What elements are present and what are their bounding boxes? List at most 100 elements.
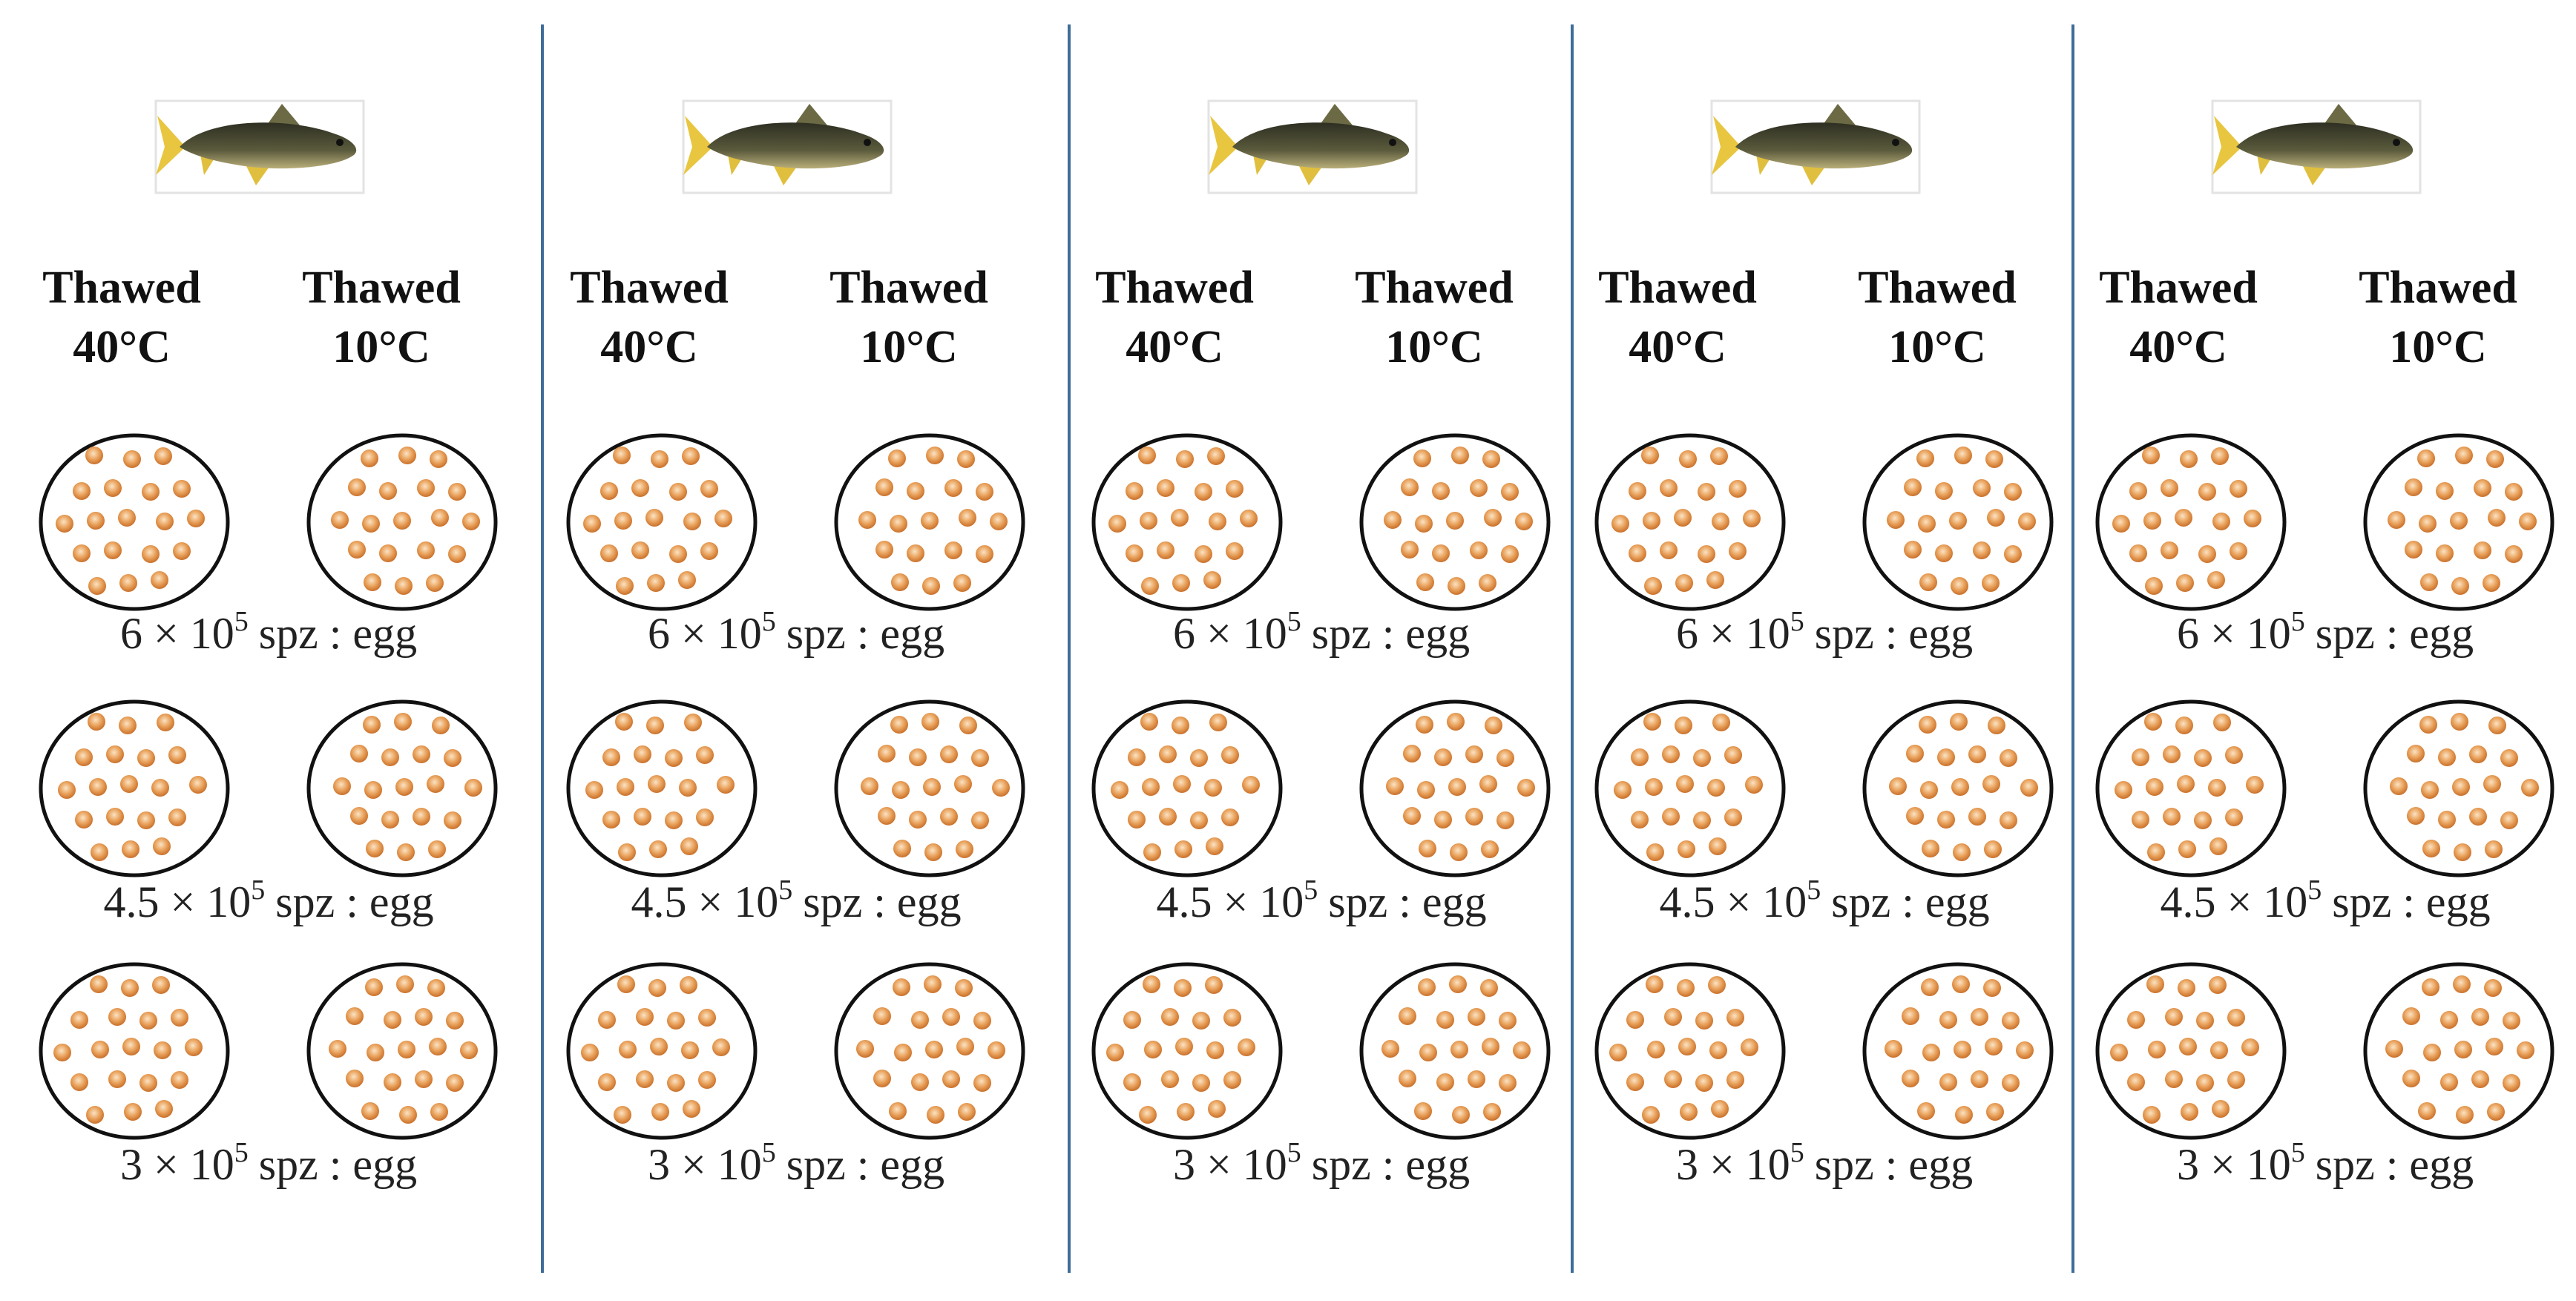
petri-dish [2095,962,2287,1140]
egg [1172,717,1189,734]
dose-exponent: 5 [1287,606,1301,637]
egg [2405,541,2422,559]
dose-mantissa: 4.5 × 10 [103,877,251,926]
egg [448,545,466,563]
fish-fin [772,163,798,185]
egg [2469,745,2487,763]
column-header: 40°C [2129,322,2227,372]
egg [617,778,634,796]
egg [2484,979,2502,997]
egg [2450,512,2468,530]
egg [1448,577,1465,595]
egg [2500,749,2518,767]
egg [1937,748,1955,766]
egg [154,447,172,465]
egg [2209,976,2227,994]
egg [942,1008,960,1026]
egg [2407,807,2425,825]
egg [154,1041,171,1059]
egg [619,1041,637,1058]
egg [73,544,91,562]
egg [168,746,186,764]
egg [2002,1012,2020,1030]
egg [1629,544,1646,562]
egg [1887,511,1905,529]
egg [1678,840,1695,858]
egg [682,447,700,465]
egg [665,811,683,829]
egg [2196,1012,2214,1030]
egg [613,447,631,464]
egg [2388,511,2405,529]
petri-dish [1862,962,2054,1140]
egg [1935,544,1953,562]
egg [942,1070,960,1088]
egg [2132,811,2149,829]
egg [1496,749,1514,767]
egg [1968,745,1986,763]
egg [2440,1011,2458,1029]
egg [1192,1012,1210,1030]
egg [1693,811,1711,829]
egg [2177,775,2195,793]
egg [891,573,909,591]
egg [2241,1038,2259,1056]
egg [2210,1041,2228,1059]
egg [1644,577,1662,595]
egg [2148,1041,2166,1058]
egg [1660,479,1678,497]
egg [2500,811,2518,829]
fish-eye [1892,139,1899,146]
egg [1386,777,1404,795]
petri-dish [2095,699,2287,877]
egg [2483,775,2501,793]
egg [123,450,141,468]
egg [2421,781,2439,799]
egg [2143,512,2161,530]
egg [398,447,416,464]
egg [953,574,971,592]
egg [971,749,989,767]
egg [464,779,482,797]
egg [394,713,412,731]
egg [1517,779,1535,797]
dose-mantissa: 4.5 × 10 [1659,877,1807,926]
dose-mantissa: 3 × 10 [120,1140,234,1189]
egg [2469,808,2487,826]
egg [1918,515,1936,533]
egg [1971,1008,1988,1026]
egg [684,714,702,731]
dose-exponent: 5 [778,875,792,906]
petri-dish [306,433,498,611]
egg [2503,1074,2520,1092]
egg [1403,745,1421,763]
egg [151,571,168,589]
egg [923,778,941,796]
egg [1479,574,1496,592]
egg [1175,1038,1193,1055]
egg [88,577,106,595]
egg [890,716,908,734]
egg [1140,512,1157,530]
egg [2244,510,2261,527]
egg [1988,717,2005,734]
dose-label: 6 × 105 spz : egg [120,606,417,658]
egg [1451,447,1469,464]
egg [89,778,107,796]
egg [1190,811,1208,829]
fish-tail [1209,116,1238,175]
egg [2454,843,2471,861]
petri-dish [1091,433,1283,611]
egg [1139,1106,1157,1124]
egg [104,541,122,559]
egg [1450,1041,1468,1058]
egg [2198,483,2216,501]
egg [331,511,349,529]
egg [1223,1009,1241,1027]
fish-fin [795,104,828,126]
egg [631,541,649,559]
fish-eye [336,139,344,146]
egg [1906,745,1924,763]
column-header: Thawed [1355,263,1514,313]
egg [395,577,413,595]
